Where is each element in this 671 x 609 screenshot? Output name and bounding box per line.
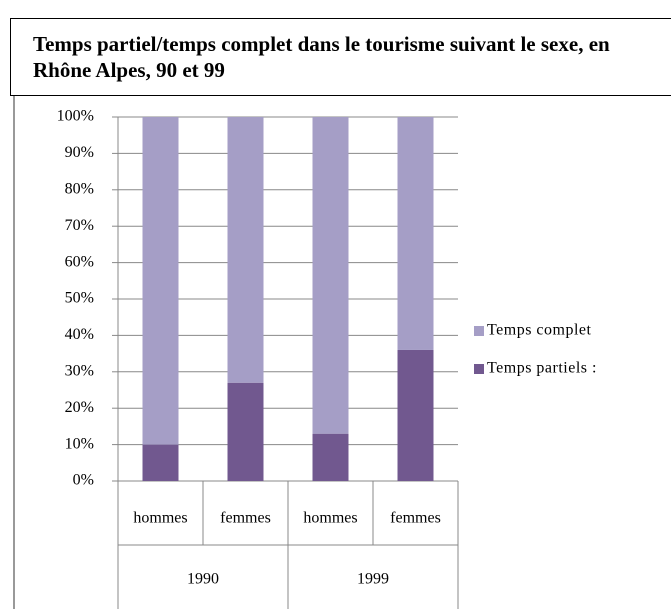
bar-segment <box>397 117 434 350</box>
legend-swatch <box>474 326 484 336</box>
bar-segment <box>312 433 349 481</box>
y-tick-label: 20% <box>65 399 94 416</box>
x-tick-label: femmes <box>220 510 271 527</box>
bar-segment <box>142 117 179 445</box>
y-tick-label: 90% <box>65 144 94 161</box>
title-box: Temps partiel/temps complet dans le tour… <box>10 18 671 96</box>
group-label: 1999 <box>357 571 389 588</box>
y-tick-label: 70% <box>65 217 94 234</box>
y-tick-label: 50% <box>65 290 94 307</box>
x-tick-label: hommes <box>303 510 357 527</box>
x-tick-label: hommes <box>133 510 187 527</box>
y-tick-label: 10% <box>65 435 94 452</box>
chart-title: Temps partiel/temps complet dans le tour… <box>33 32 610 82</box>
y-tick-label: 60% <box>65 253 94 270</box>
bar-segment <box>227 382 264 481</box>
group-label: 1990 <box>187 571 219 588</box>
legend-swatch <box>474 364 484 374</box>
legend-label: Temps complet <box>487 322 592 339</box>
bar-segment <box>142 444 179 481</box>
y-tick-label: 40% <box>65 326 94 343</box>
bar-segment <box>227 117 264 383</box>
y-tick-label: 0% <box>73 472 94 489</box>
x-tick-label: femmes <box>390 510 441 527</box>
y-tick-label: 80% <box>65 180 94 197</box>
y-tick-label: 100% <box>57 108 94 125</box>
bar-segment <box>397 349 434 481</box>
bar-segment <box>312 117 349 434</box>
y-tick-label: 30% <box>65 362 94 379</box>
legend-label: Temps partiels : <box>487 360 597 377</box>
